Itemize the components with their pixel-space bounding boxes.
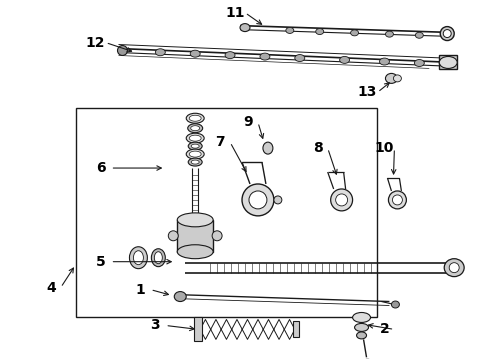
Ellipse shape bbox=[353, 312, 370, 323]
Bar bbox=[75, 108, 377, 318]
Text: 8: 8 bbox=[313, 141, 322, 155]
Ellipse shape bbox=[189, 135, 201, 141]
Bar bbox=[293, 321, 299, 337]
Ellipse shape bbox=[151, 249, 165, 267]
Bar bbox=[177, 220, 213, 252]
Ellipse shape bbox=[340, 57, 349, 63]
Ellipse shape bbox=[188, 142, 202, 150]
Ellipse shape bbox=[386, 73, 397, 84]
Ellipse shape bbox=[154, 252, 162, 264]
Ellipse shape bbox=[186, 133, 204, 143]
Ellipse shape bbox=[392, 195, 402, 205]
Ellipse shape bbox=[177, 213, 213, 227]
Ellipse shape bbox=[188, 124, 203, 133]
Ellipse shape bbox=[189, 151, 201, 157]
Ellipse shape bbox=[336, 194, 347, 206]
Ellipse shape bbox=[295, 55, 305, 62]
Text: 12: 12 bbox=[86, 36, 105, 50]
Ellipse shape bbox=[440, 27, 454, 41]
Ellipse shape bbox=[386, 31, 393, 37]
Text: 7: 7 bbox=[215, 135, 225, 149]
Ellipse shape bbox=[174, 292, 186, 302]
Ellipse shape bbox=[212, 231, 222, 241]
Bar bbox=[439, 55, 457, 69]
Ellipse shape bbox=[286, 27, 294, 33]
Ellipse shape bbox=[191, 126, 200, 131]
Bar bbox=[194, 318, 202, 341]
Text: 2: 2 bbox=[380, 323, 390, 337]
Ellipse shape bbox=[392, 301, 399, 308]
Ellipse shape bbox=[415, 59, 424, 67]
Text: 11: 11 bbox=[225, 6, 245, 20]
Ellipse shape bbox=[331, 189, 353, 211]
Text: 1: 1 bbox=[136, 283, 145, 297]
Ellipse shape bbox=[189, 115, 201, 121]
Ellipse shape bbox=[129, 247, 147, 269]
Ellipse shape bbox=[379, 58, 390, 65]
Ellipse shape bbox=[155, 49, 165, 56]
Ellipse shape bbox=[357, 332, 367, 339]
Ellipse shape bbox=[449, 263, 459, 273]
Ellipse shape bbox=[240, 24, 250, 32]
Ellipse shape bbox=[263, 142, 273, 154]
Ellipse shape bbox=[416, 32, 423, 38]
Ellipse shape bbox=[316, 28, 324, 35]
Ellipse shape bbox=[225, 51, 235, 59]
Ellipse shape bbox=[355, 323, 368, 332]
Ellipse shape bbox=[439, 57, 457, 68]
Text: 3: 3 bbox=[150, 319, 160, 332]
Ellipse shape bbox=[350, 30, 359, 36]
Ellipse shape bbox=[190, 50, 200, 57]
Ellipse shape bbox=[168, 231, 178, 241]
Ellipse shape bbox=[191, 144, 199, 148]
Text: 9: 9 bbox=[243, 115, 253, 129]
Ellipse shape bbox=[249, 191, 267, 209]
Ellipse shape bbox=[186, 149, 204, 159]
Ellipse shape bbox=[133, 251, 144, 265]
Text: 13: 13 bbox=[358, 85, 377, 99]
Text: 5: 5 bbox=[96, 255, 105, 269]
Ellipse shape bbox=[444, 259, 464, 276]
Ellipse shape bbox=[186, 113, 204, 123]
Ellipse shape bbox=[242, 184, 274, 216]
Ellipse shape bbox=[260, 53, 270, 60]
Ellipse shape bbox=[389, 191, 406, 209]
Ellipse shape bbox=[362, 359, 373, 360]
Ellipse shape bbox=[443, 30, 451, 37]
Ellipse shape bbox=[393, 75, 401, 82]
Text: 4: 4 bbox=[46, 280, 56, 294]
Ellipse shape bbox=[118, 45, 127, 55]
Ellipse shape bbox=[188, 158, 202, 166]
Ellipse shape bbox=[177, 245, 213, 259]
Text: 10: 10 bbox=[375, 141, 394, 155]
Ellipse shape bbox=[274, 196, 282, 204]
Text: 6: 6 bbox=[96, 161, 105, 175]
Ellipse shape bbox=[191, 160, 199, 164]
